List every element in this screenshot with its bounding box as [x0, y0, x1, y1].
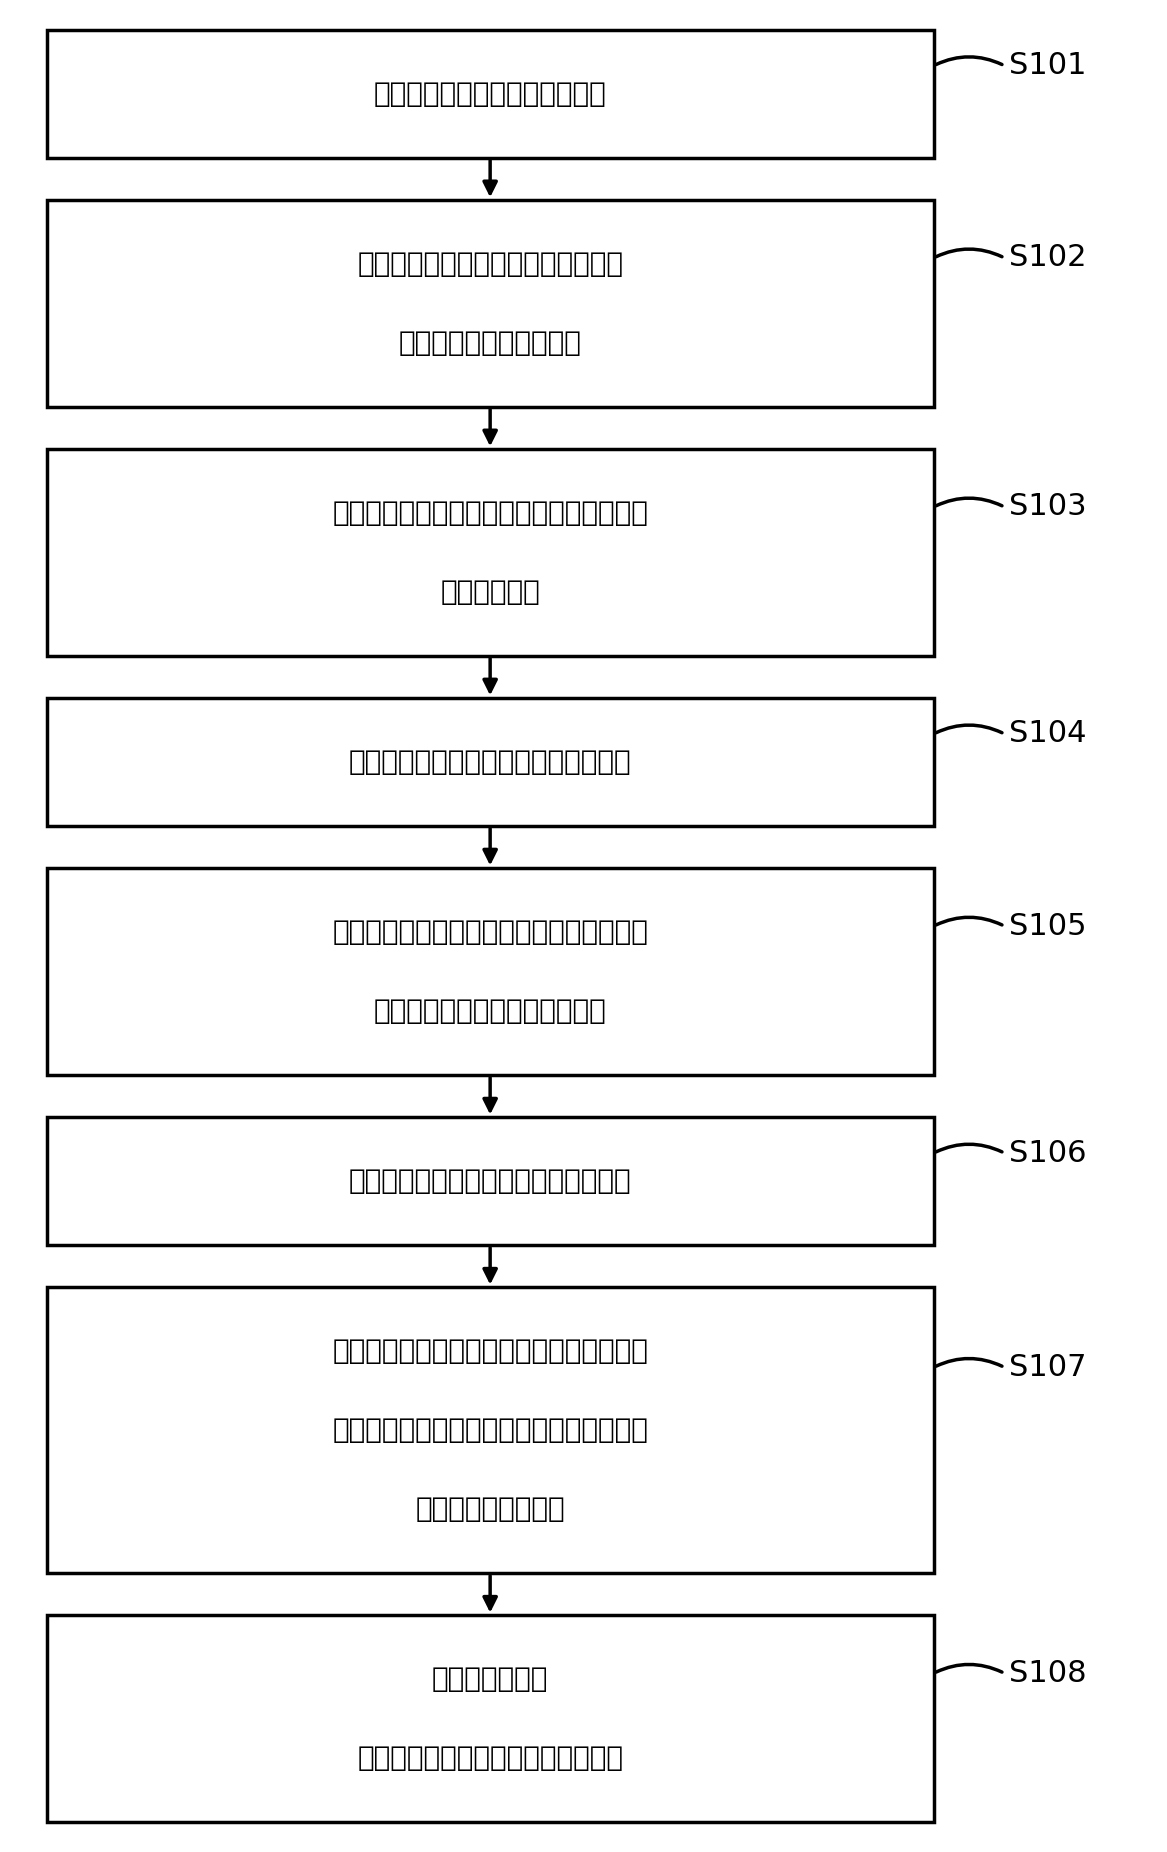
Text: S105: S105 [1009, 911, 1086, 941]
Text: 黄板昆虫图像: 黄板昆虫图像 [440, 578, 540, 606]
Text: S102: S102 [1009, 243, 1086, 272]
FancyArrowPatch shape [484, 161, 496, 193]
Text: S104: S104 [1009, 719, 1086, 748]
FancyArrowPatch shape [936, 726, 1002, 733]
FancyArrowPatch shape [936, 1145, 1002, 1152]
Text: S101: S101 [1009, 52, 1086, 80]
Text: S108: S108 [1009, 1659, 1088, 1687]
Bar [47, 1615, 934, 1822]
Text: 根据所述黄板图像和所述分割黄板图像确定: 根据所述黄板图像和所述分割黄板图像确定 [333, 498, 648, 528]
Text: S106: S106 [1009, 1139, 1086, 1167]
Text: 以所述历史昆虫形态特征为输入，以昆虫种: 以所述历史昆虫形态特征为输入，以昆虫种 [333, 919, 648, 946]
FancyArrowPatch shape [936, 248, 1002, 257]
FancyArrowPatch shape [936, 1665, 1002, 1672]
Text: 获取所述黄板昆虫图像的昆虫形态特征: 获取所述黄板昆虫图像的昆虫形态特征 [349, 1167, 631, 1195]
FancyArrowPatch shape [936, 57, 1002, 65]
FancyArrowPatch shape [484, 1576, 496, 1609]
FancyArrowPatch shape [936, 498, 1002, 506]
FancyArrowPatch shape [484, 1078, 496, 1111]
FancyArrowPatch shape [484, 409, 496, 443]
Bar [47, 1117, 934, 1245]
Bar [47, 30, 934, 157]
Bar [47, 698, 934, 826]
Text: S107: S107 [1009, 1352, 1086, 1382]
Text: 分割，确定分割黄板图像: 分割，确定分割黄板图像 [399, 330, 581, 357]
Text: 获取棉花大田环境下的黄板图像: 获取棉花大田环境下的黄板图像 [373, 80, 607, 107]
FancyArrowPatch shape [484, 828, 496, 861]
Text: 类为输出建立昆虫识别网络模型: 类为输出建立昆虫识别网络模型 [373, 996, 607, 1024]
Text: S103: S103 [1009, 493, 1088, 522]
Text: 对所述黄板图像进行两次自适应阈值: 对所述黄板图像进行两次自适应阈值 [357, 250, 623, 278]
FancyArrowPatch shape [936, 917, 1002, 924]
Text: 根据所述昆虫形态特征和所述昆虫识别网络: 根据所述昆虫形态特征和所述昆虫识别网络 [333, 1337, 648, 1365]
Text: 根据所述黄板上: 根据所述黄板上 [432, 1665, 548, 1693]
Bar [47, 869, 934, 1074]
FancyArrowPatch shape [936, 1359, 1002, 1367]
Bar [47, 200, 934, 407]
Text: 的蚜虫，确定棉花大田间的蚜虫数量: 的蚜虫，确定棉花大田间的蚜虫数量 [357, 1745, 623, 1772]
Text: 获取历史昆虫形态特征对应的昆虫种类: 获取历史昆虫形态特征对应的昆虫种类 [349, 748, 631, 776]
Text: 定所述黄板上的蚜虫: 定所述黄板上的蚜虫 [415, 1495, 565, 1522]
FancyArrowPatch shape [484, 659, 496, 691]
Text: 模型对棉花大田间的昆虫种类进行识别，确: 模型对棉花大田间的昆虫种类进行识别，确 [333, 1417, 648, 1445]
Bar [47, 1287, 934, 1572]
Bar [47, 450, 934, 656]
FancyArrowPatch shape [484, 1248, 496, 1282]
